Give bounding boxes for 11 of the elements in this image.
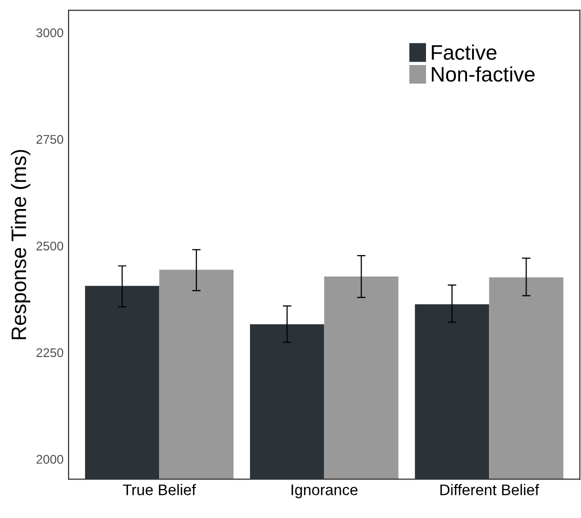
- x-tick-label: Different Belief: [440, 484, 540, 496]
- y-axis-title: Response Time (ms): [10, 150, 30, 340]
- legend-label: Factive: [432, 44, 496, 60]
- y-tick-label: 2750: [36, 134, 64, 144]
- x-tick-label: True Belief: [122, 484, 196, 496]
- y-tick-label: 2000: [36, 454, 64, 464]
- x-tick-label: Ignorance: [292, 484, 358, 498]
- legend-label: Non-factive: [432, 66, 535, 82]
- y-tick-label: 2500: [36, 242, 64, 250]
- y-tick-label: 3000: [36, 28, 64, 38]
- y-tick-label: 2250: [36, 348, 64, 358]
